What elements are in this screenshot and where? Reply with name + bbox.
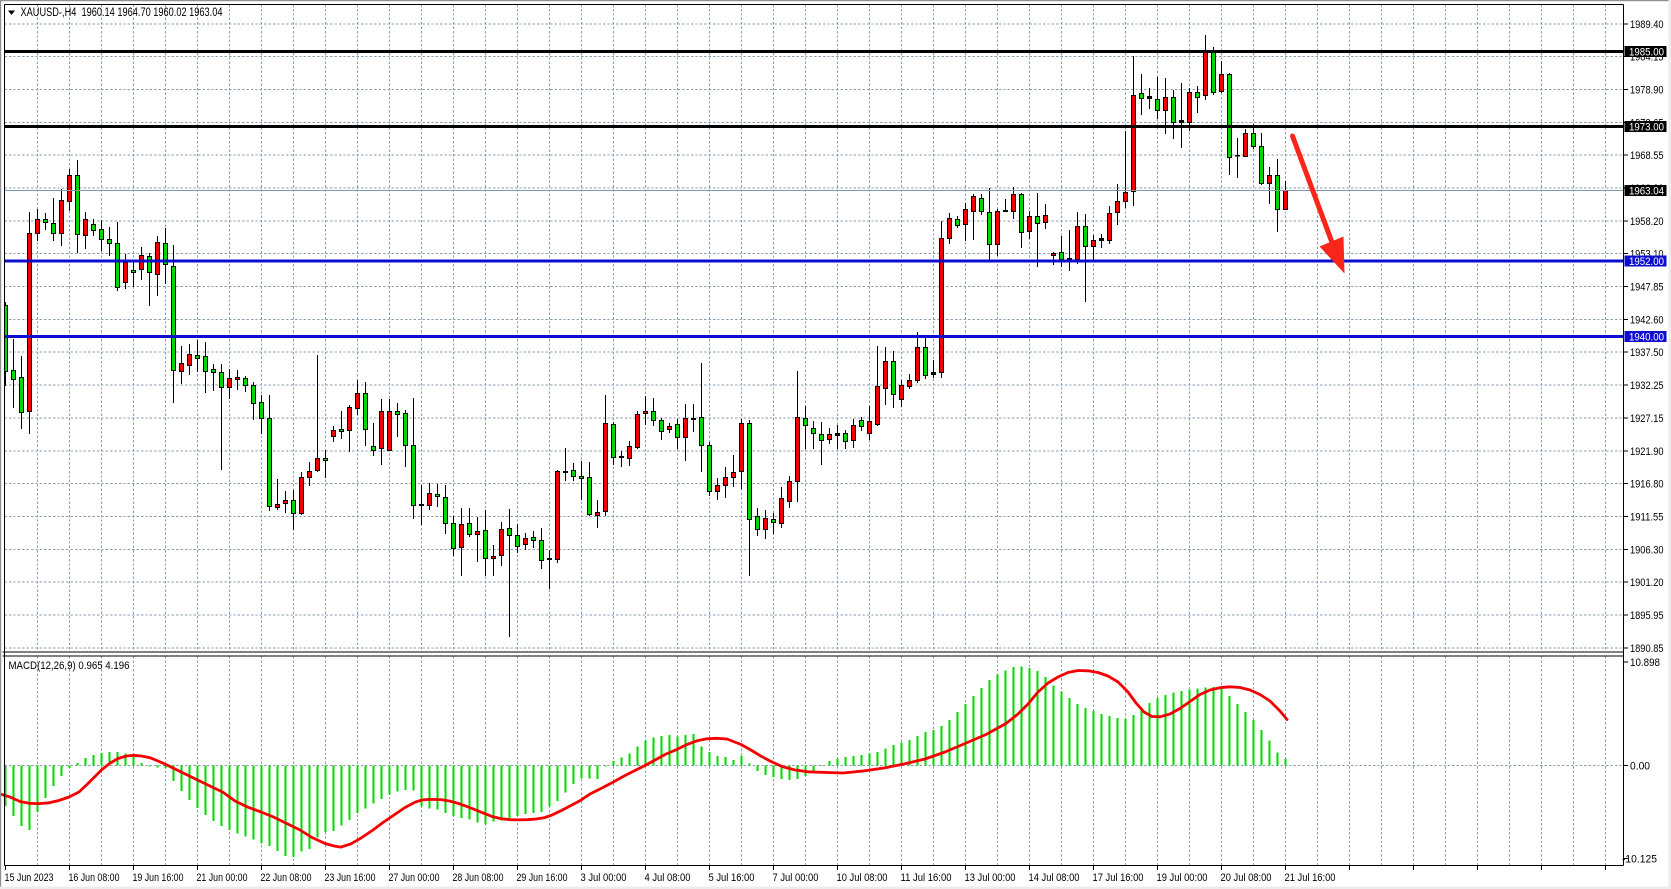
svg-text:1989.40: 1989.40 (1630, 19, 1664, 31)
svg-text:10.898: 10.898 (1630, 657, 1660, 669)
svg-text:XAUUSD-,H4 1960.14 1964.70 19: XAUUSD-,H4 1960.14 1964.70 1960.02 1963.… (21, 7, 223, 19)
svg-text:22 Jun 08:00: 22 Jun 08:00 (261, 872, 312, 884)
svg-text:1942.60: 1942.60 (1630, 314, 1664, 326)
svg-text:1916.80: 1916.80 (1630, 479, 1664, 491)
svg-text:-10.125: -10.125 (1622, 853, 1657, 865)
svg-text:0.00: 0.00 (1630, 761, 1650, 773)
svg-text:1911.55: 1911.55 (1630, 512, 1664, 524)
svg-text:1901.20: 1901.20 (1630, 577, 1664, 589)
svg-text:11 Jul 16:00: 11 Jul 16:00 (901, 872, 952, 884)
svg-text:1927.15: 1927.15 (1630, 413, 1664, 425)
svg-text:13 Jul 00:00: 13 Jul 00:00 (965, 872, 1016, 884)
svg-text:1952.00: 1952.00 (1629, 256, 1664, 268)
svg-text:15 Jun 2023: 15 Jun 2023 (5, 872, 54, 884)
svg-text:1968.55: 1968.55 (1630, 150, 1664, 162)
svg-text:1906.30: 1906.30 (1630, 544, 1664, 556)
svg-text:14 Jul 08:00: 14 Jul 08:00 (1029, 872, 1080, 884)
svg-text:1985.00: 1985.00 (1629, 47, 1664, 59)
svg-text:1947.85: 1947.85 (1630, 282, 1664, 294)
svg-text:19 Jul 00:00: 19 Jul 00:00 (1157, 872, 1208, 884)
svg-text:1958.20: 1958.20 (1630, 216, 1664, 228)
svg-text:1978.90: 1978.90 (1630, 85, 1664, 97)
svg-text:1932.25: 1932.25 (1630, 380, 1664, 392)
svg-text:3 Jul 00:00: 3 Jul 00:00 (581, 872, 627, 884)
svg-text:1940.00: 1940.00 (1629, 332, 1664, 344)
svg-text:1895.95: 1895.95 (1630, 610, 1664, 622)
svg-text:1890.85: 1890.85 (1630, 643, 1664, 655)
svg-text:21 Jun 00:00: 21 Jun 00:00 (197, 872, 248, 884)
svg-text:19 Jun 16:00: 19 Jun 16:00 (133, 872, 184, 884)
svg-text:1937.50: 1937.50 (1630, 347, 1664, 359)
svg-text:5 Jul 16:00: 5 Jul 16:00 (709, 872, 755, 884)
svg-text:29 Jun 16:00: 29 Jun 16:00 (517, 872, 568, 884)
svg-text:1973.00: 1973.00 (1629, 122, 1664, 134)
svg-text:7 Jul 00:00: 7 Jul 00:00 (773, 872, 819, 884)
svg-text:4 Jul 08:00: 4 Jul 08:00 (645, 872, 691, 884)
svg-text:MACD(12,26,9) 0.965 4.196: MACD(12,26,9) 0.965 4.196 (9, 660, 130, 672)
svg-text:17 Jul 16:00: 17 Jul 16:00 (1093, 872, 1144, 884)
svg-text:16 Jun 08:00: 16 Jun 08:00 (69, 872, 120, 884)
svg-text:10 Jul 08:00: 10 Jul 08:00 (837, 872, 888, 884)
svg-text:28 Jun 08:00: 28 Jun 08:00 (453, 872, 504, 884)
svg-text:23 Jun 16:00: 23 Jun 16:00 (325, 872, 376, 884)
svg-text:1963.04: 1963.04 (1629, 186, 1664, 198)
svg-text:1921.90: 1921.90 (1630, 446, 1664, 458)
svg-text:21 Jul 16:00: 21 Jul 16:00 (1285, 872, 1336, 884)
svg-text:27 Jun 00:00: 27 Jun 00:00 (389, 872, 440, 884)
svg-text:20 Jul 08:00: 20 Jul 08:00 (1221, 872, 1272, 884)
